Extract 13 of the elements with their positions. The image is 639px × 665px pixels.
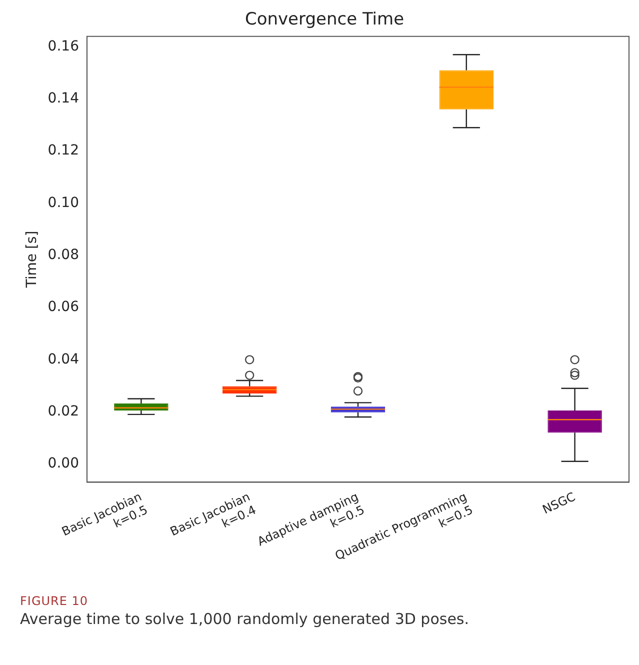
text: Average time to solve 1,000 randomly generated 3D poses. [20, 610, 470, 628]
y-tick-label: 0.08 [48, 247, 79, 264]
y-tick-label: 0.02 [48, 403, 79, 420]
y-tick-label: 0.10 [48, 194, 79, 211]
y-tick-label: 0.16 [48, 38, 80, 54]
y-tick-label: 0.06 [48, 299, 80, 316]
y-tick-label: 0.12 [48, 142, 79, 159]
y-axis-title: Time [s] [24, 230, 40, 289]
caption: FIGURE 10 [20, 594, 90, 608]
y-tick-label: 0.00 [48, 456, 79, 472]
y-tick-label: 0.14 [48, 90, 80, 107]
y-tick-label: 0.04 [48, 351, 80, 368]
chart-title: Convergence Time [244, 10, 404, 30]
